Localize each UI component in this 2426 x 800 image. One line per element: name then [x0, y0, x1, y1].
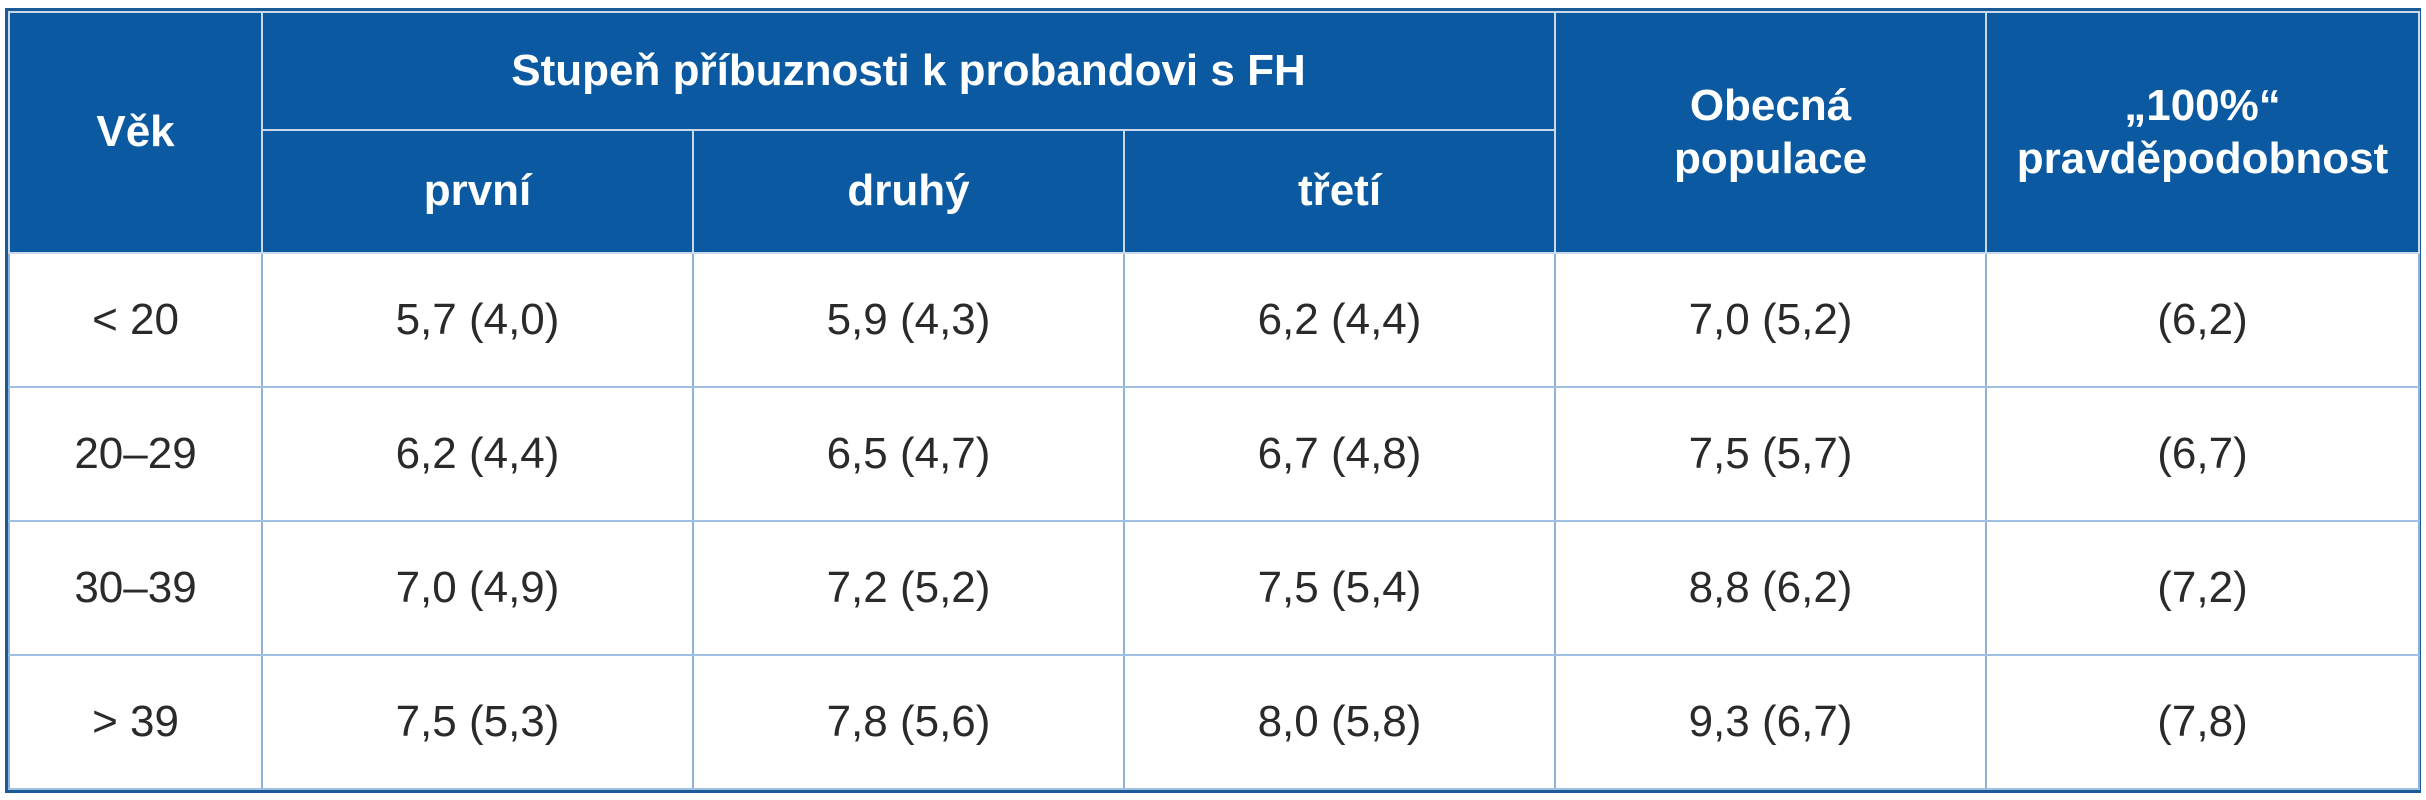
cell-second: 6,5 (4,7)	[692, 386, 1125, 522]
cell-third: 6,7 (4,8)	[1122, 386, 1557, 522]
cell-first: 7,5 (5,3)	[261, 654, 694, 790]
cell-general: 7,0 (5,2)	[1554, 252, 1988, 388]
header-first: první	[261, 129, 694, 254]
data-table: Věk Stupeň příbuznosti k probandovi s FH…	[8, 11, 2421, 790]
header-hundred-percent: „100%“ pravděpodobnost	[1985, 11, 2421, 254]
cell-age: 20–29	[8, 386, 263, 522]
cell-second: 5,9 (4,3)	[692, 252, 1125, 388]
table-row: 20–29 6,2 (4,4) 6,5 (4,7) 6,7 (4,8) 7,5 …	[8, 386, 2421, 522]
header-age: Věk	[8, 11, 263, 254]
cell-first: 6,2 (4,4)	[261, 386, 694, 522]
table-row: < 20 5,7 (4,0) 5,9 (4,3) 6,2 (4,4) 7,0 (…	[8, 252, 2421, 388]
cell-first: 5,7 (4,0)	[261, 252, 694, 388]
cell-general: 7,5 (5,7)	[1554, 386, 1988, 522]
header-general-line1: Obecná	[1689, 80, 1852, 130]
header-general-line2: populace	[1673, 133, 1868, 183]
table-row: > 39 7,5 (5,3) 7,8 (5,6) 8,0 (5,8) 9,3 (…	[8, 654, 2421, 790]
header-third: třetí	[1122, 129, 1557, 254]
cell-third: 8,0 (5,8)	[1122, 654, 1557, 790]
cell-hundred: (7,2)	[1985, 520, 2421, 656]
cell-age: > 39	[8, 654, 263, 790]
cell-hundred: (7,8)	[1985, 654, 2421, 790]
cell-general: 9,3 (6,7)	[1554, 654, 1988, 790]
header-hundred-line1: „100%“	[2124, 80, 2281, 130]
cell-third: 6,2 (4,4)	[1122, 252, 1557, 388]
cell-hundred: (6,2)	[1985, 252, 2421, 388]
table-row: 30–39 7,0 (4,9) 7,2 (5,2) 7,5 (5,4) 8,8 …	[8, 520, 2421, 656]
header-relationship-degree: Stupeň příbuznosti k probandovi s FH	[260, 11, 1557, 131]
cell-age: < 20	[8, 252, 263, 388]
cell-second: 7,2 (5,2)	[692, 520, 1125, 656]
cell-hundred: (6,7)	[1985, 386, 2421, 522]
cell-third: 7,5 (5,4)	[1122, 520, 1557, 656]
table-frame	[5, 8, 2421, 793]
cell-general: 8,8 (6,2)	[1554, 520, 1988, 656]
header-general-population: Obecná populace	[1554, 11, 1988, 254]
header-second: druhý	[692, 129, 1125, 254]
header-hundred-line2: pravděpodobnost	[2016, 133, 2389, 183]
cell-second: 7,8 (5,6)	[692, 654, 1125, 790]
cell-first: 7,0 (4,9)	[261, 520, 694, 656]
cell-age: 30–39	[8, 520, 263, 656]
